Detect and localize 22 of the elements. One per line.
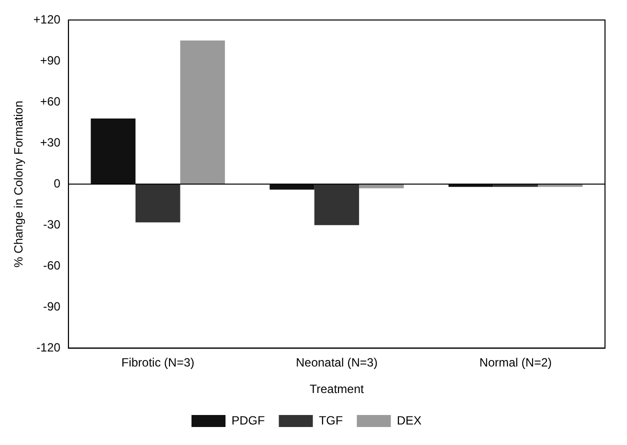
y-tick-label: -30 <box>43 217 61 232</box>
y-tick-label: +60 <box>40 94 61 108</box>
y-tick-label: +120 <box>33 12 61 26</box>
legend-label: DEX <box>396 413 422 428</box>
y-tick-label: 0 <box>54 176 61 190</box>
bar <box>136 184 180 222</box>
x-tick-label: Neonatal (N=3) <box>296 356 378 370</box>
bar <box>314 184 360 226</box>
y-axis-title: % Change in Colony Formation <box>12 100 26 268</box>
y-tick-label: -90 <box>43 299 61 314</box>
y-tick-label: -120 <box>36 340 61 355</box>
y-tick-label: +30 <box>40 135 61 150</box>
y-tick-label: +90 <box>40 53 61 68</box>
x-tick-label: Normal (N=2) <box>479 356 552 370</box>
bar <box>180 40 225 184</box>
y-tick-label: -60 <box>43 258 61 272</box>
x-axis-title: Treatment <box>310 382 364 396</box>
legend-label: PDGF <box>232 413 265 428</box>
legend-label: TGF <box>318 413 343 428</box>
bar <box>90 118 136 184</box>
bar <box>270 184 314 190</box>
x-tick-label: Fibrotic (N=3) <box>121 356 194 370</box>
